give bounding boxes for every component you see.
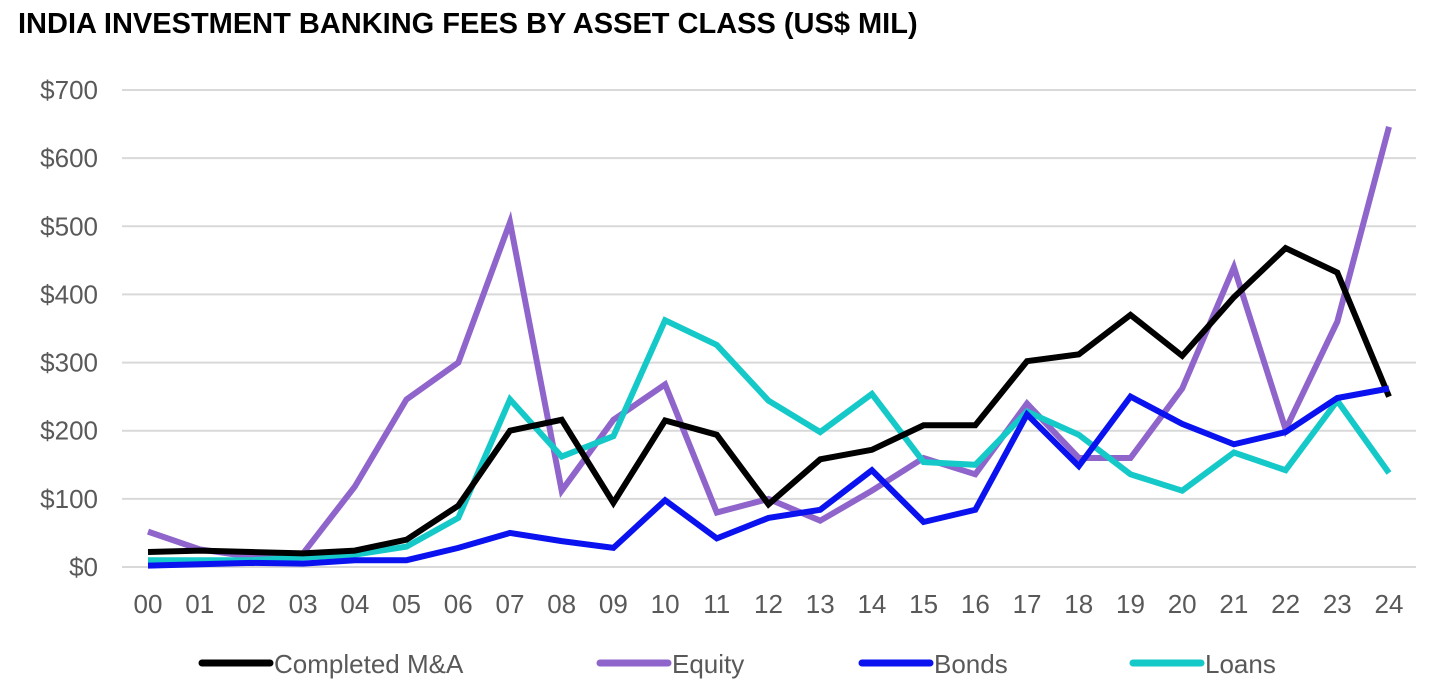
x-tick-label: 16 (961, 589, 990, 619)
legend-label: Bonds (934, 649, 1008, 679)
x-tick-label: 06 (444, 589, 473, 619)
y-tick-label: $300 (40, 348, 98, 378)
y-tick-label: $400 (40, 279, 98, 309)
x-tick-label: 21 (1219, 589, 1248, 619)
legend-label: Loans (1205, 649, 1276, 679)
legend-item-completed-m-a[interactable]: Completed M&A (198, 649, 464, 679)
x-tick-label: 10 (651, 589, 680, 619)
x-tick-label: 12 (754, 589, 783, 619)
legend-label: Completed M&A (274, 649, 464, 679)
x-tick-label: 08 (547, 589, 576, 619)
legend-item-equity[interactable]: Equity (596, 649, 744, 679)
legend-item-bonds[interactable]: Bonds (858, 649, 1008, 679)
x-tick-label: 11 (703, 589, 730, 619)
y-tick-label: $700 (40, 75, 98, 105)
x-tick-label: 22 (1271, 589, 1300, 619)
x-tick-label: 19 (1116, 589, 1145, 619)
x-tick-label: 13 (806, 589, 835, 619)
legend-label: Equity (672, 649, 744, 679)
y-tick-label: $500 (40, 211, 98, 241)
x-tick-label: 09 (599, 589, 628, 619)
x-tick-label: 14 (857, 589, 886, 619)
chart-title: INDIA INVESTMENT BANKING FEES BY ASSET C… (18, 8, 918, 40)
series-line-bonds (147, 385, 1390, 569)
x-axis-ticks: 00 01 02 03 04 05 06 07 08 09 10 11 12 13 14 15 16 17 18 19… (134, 589, 1404, 619)
y-tick-label: $600 (40, 143, 98, 173)
x-tick-label: 18 (1064, 589, 1093, 619)
y-tick-label: $0 (69, 552, 98, 582)
legend-item-loans[interactable]: Loans (1129, 649, 1276, 679)
gridlines (122, 89, 1416, 568)
x-tick-label: 02 (237, 589, 266, 619)
series-line-completed-m-a (147, 244, 1392, 557)
x-tick-label: 15 (909, 589, 938, 619)
y-tick-label: $200 (40, 416, 98, 446)
x-tick-label: 01 (185, 589, 214, 619)
x-tick-label: 00 (134, 589, 163, 619)
x-tick-label: 24 (1375, 589, 1404, 619)
x-tick-label: 04 (340, 589, 369, 619)
x-tick-label: 23 (1323, 589, 1352, 619)
x-tick-label: 17 (1013, 589, 1042, 619)
series-line-loans (148, 316, 1392, 564)
y-tick-label: $100 (40, 484, 98, 514)
x-tick-label: 05 (392, 589, 421, 619)
x-tick-label: 20 (1168, 589, 1197, 619)
x-tick-label: 07 (495, 589, 524, 619)
x-tick-label: 03 (289, 589, 318, 619)
legend[interactable]: Completed M&A Equity Bonds Loans (198, 649, 1276, 679)
y-axis-ticks: $0 $100 $200 $300 $400 $500 $600 $700 (40, 75, 98, 582)
series-lines (147, 126, 1392, 569)
series-line-equity (147, 126, 1392, 560)
